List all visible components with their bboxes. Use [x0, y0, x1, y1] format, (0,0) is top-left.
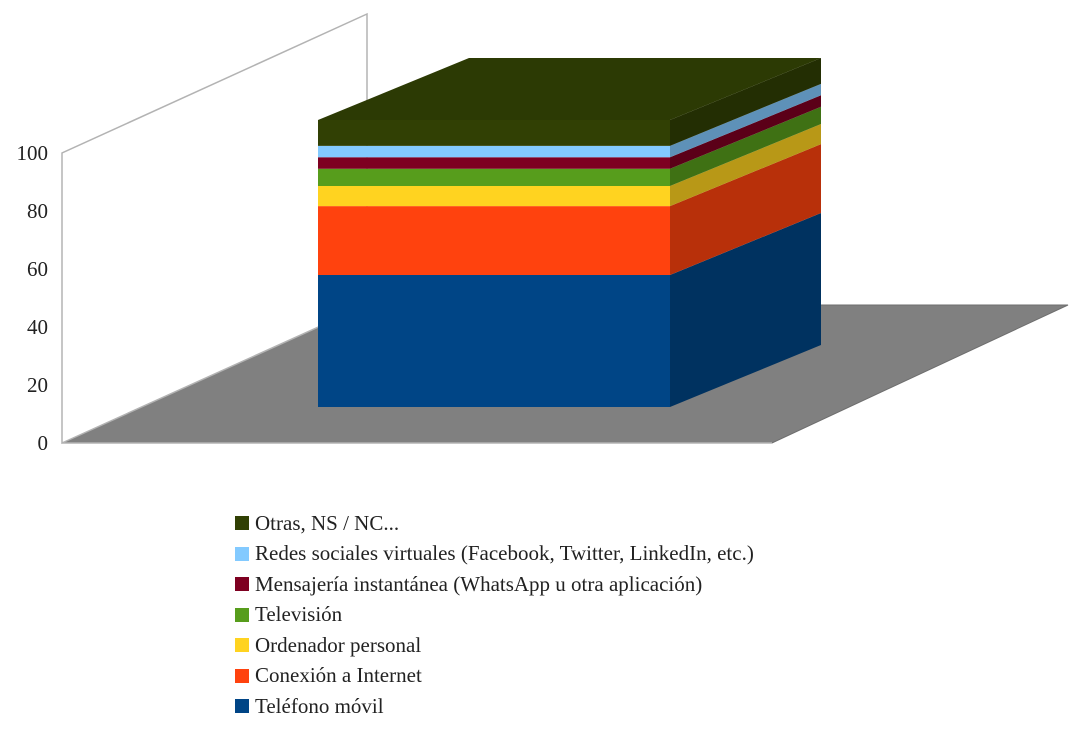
- legend-item: Mensajería instantánea (WhatsApp u otra …: [235, 569, 754, 600]
- bar-segment-5-front: [318, 145, 670, 158]
- bar-segment-4-side: [670, 95, 821, 169]
- chart-bars: [318, 58, 821, 407]
- bar-segment-4-front: [318, 157, 670, 169]
- legend-swatch: [235, 516, 249, 531]
- legend-label: Conexión a Internet: [255, 663, 422, 688]
- legend: Otras, NS / NC... Redes sociales virtuale…: [235, 508, 754, 722]
- legend-swatch: [235, 546, 249, 561]
- bar-segment-0-front: [318, 274, 670, 407]
- legend-item: Otras, NS / NC...: [235, 508, 754, 539]
- bar-segment-5-side: [670, 83, 821, 158]
- y-tick-label: 100: [17, 141, 49, 165]
- legend-swatch: [235, 577, 249, 592]
- bar-segment-0-side: [670, 212, 821, 407]
- bar-segment-6-side: [670, 58, 821, 146]
- chart-side-wall: [61, 12, 368, 445]
- legend-item: Redes sociales virtuales (Facebook, Twit…: [235, 539, 754, 570]
- y-tick-label: 40: [27, 315, 48, 339]
- bar-segment-6-front: [318, 120, 670, 146]
- bar-segment-1-front: [318, 206, 670, 275]
- bar-segment-2-front: [318, 186, 670, 207]
- legend-swatch: [235, 699, 249, 714]
- legend-label: Teléfono móvil: [255, 693, 384, 718]
- legend-label: Redes sociales virtuales (Facebook, Twit…: [255, 541, 754, 566]
- legend-item: Teléfono móvil: [235, 691, 754, 722]
- bar-segment-6-top: [318, 58, 821, 120]
- bar-segment-1-side: [670, 144, 821, 275]
- bar-segment-2-side: [670, 124, 821, 207]
- legend-label: Ordenador personal: [255, 632, 422, 657]
- legend-swatch: [235, 638, 249, 653]
- legend-label: Otras, NS / NC...: [255, 510, 400, 535]
- legend-swatch: [235, 668, 249, 683]
- bar-segment-3-front: [318, 168, 670, 187]
- legend-swatch: [235, 607, 249, 622]
- y-tick-label: 20: [27, 373, 48, 397]
- chart-canvas: 0 20 40 60 80 100: [17, 12, 1069, 455]
- y-tick-label: 60: [27, 257, 48, 281]
- legend-item: Televisión: [235, 600, 754, 631]
- legend-label: Mensajería instantánea (WhatsApp u otra …: [255, 571, 703, 596]
- bar-segment-3-side: [670, 106, 821, 187]
- legend-item: Conexión a Internet: [235, 661, 754, 692]
- y-tick-label: 80: [27, 199, 48, 223]
- legend-item: Ordenador personal: [235, 630, 754, 661]
- y-axis: 0 20 40 60 80 100: [17, 141, 49, 455]
- y-tick-label: 0: [38, 431, 49, 455]
- legend-label: Televisión: [255, 602, 343, 627]
